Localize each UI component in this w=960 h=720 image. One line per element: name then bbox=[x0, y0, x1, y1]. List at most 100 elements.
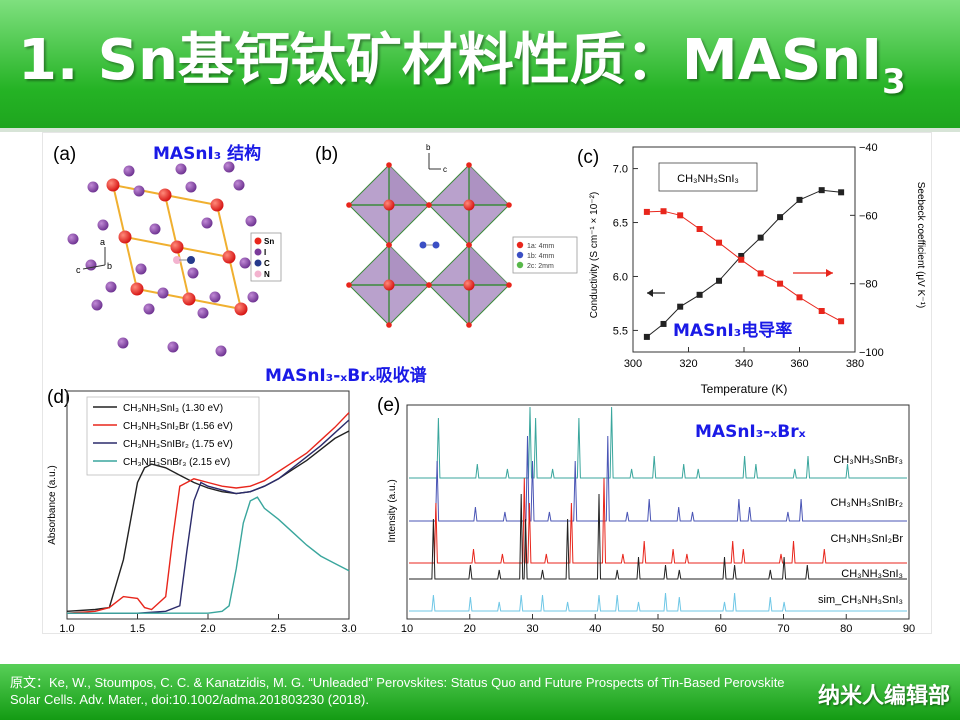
c-data-point bbox=[716, 239, 723, 246]
vertex-atom bbox=[386, 162, 392, 168]
panel-b-label: (b) bbox=[315, 144, 338, 165]
c-xtick-label: 360 bbox=[790, 358, 808, 370]
iodine-atom bbox=[247, 291, 259, 303]
panel-d-absorbance: (d) CH₃NH₃SnI₃ (1.30 eV) CH₃NH₃SnI₂Br (1.… bbox=[47, 387, 357, 633]
panel-c-left-arrowhead bbox=[647, 289, 653, 297]
iodine-atom bbox=[133, 185, 145, 197]
d-legend-label: CH₃NH₃SnI₃ (1.30 eV) bbox=[123, 403, 223, 414]
c-data-point bbox=[818, 187, 825, 194]
sn-center-atom bbox=[463, 279, 475, 291]
panel-e-label: (e) bbox=[377, 395, 400, 416]
panel-c-legend-box bbox=[658, 162, 758, 192]
vertex-atom bbox=[466, 162, 472, 168]
iodine-atom bbox=[87, 181, 99, 193]
panel-d-legend-box bbox=[86, 396, 260, 476]
iodine-atom bbox=[187, 267, 199, 279]
lattice-a bbox=[67, 161, 277, 357]
e-xtick-label: 90 bbox=[903, 623, 915, 633]
figure-svg: (a) a b c Sn I C N MASnI₃ 结构 bbox=[47, 142, 926, 633]
d-xtick-label: 2.5 bbox=[271, 623, 286, 633]
vertex-atom bbox=[506, 202, 512, 208]
d-xtick-label: 1.0 bbox=[59, 623, 74, 633]
d-xtick-label: 2.0 bbox=[200, 623, 215, 633]
c-ytick-label: 6.5 bbox=[613, 218, 628, 230]
d-legend-label: CH₃NH₃SnI₂Br (1.56 eV) bbox=[123, 421, 233, 432]
lattice-bond bbox=[176, 246, 230, 258]
octahedra-b bbox=[346, 162, 512, 328]
ma-carbon bbox=[419, 241, 427, 249]
title-divider bbox=[0, 128, 960, 132]
title-bar: 1. Sn基钙钛矿材料性质：MASnI3 bbox=[0, 0, 960, 128]
c-data-point bbox=[696, 226, 703, 232]
tin-atom bbox=[118, 230, 132, 244]
panel-d-ylabel: Absorbance (a.u.) bbox=[47, 465, 58, 545]
axis-label-b-b: b bbox=[426, 143, 431, 152]
panel-e-series-labels: CH₃NH₃SnBr₃ CH₃NH₃SnIBr₂ CH₃NH₃SnI₂Br CH₃NH… bbox=[818, 454, 903, 606]
iodine-atom bbox=[85, 259, 97, 271]
legend-1b: 1b: 4mm bbox=[527, 253, 554, 260]
lattice-bond bbox=[188, 298, 242, 310]
e-xtick-label: 20 bbox=[464, 623, 476, 633]
iodine-atom bbox=[135, 263, 147, 275]
c-data-point bbox=[660, 208, 667, 215]
iodine-atom bbox=[175, 163, 187, 175]
e-series-label: CH₃NH₃SnI₂Br bbox=[830, 533, 903, 545]
tin-atom bbox=[210, 198, 224, 212]
axis-label-c: c bbox=[76, 265, 81, 275]
d-series-line bbox=[66, 412, 350, 614]
annotation-structure: MASnI₃ 结构 bbox=[153, 143, 261, 164]
axis-label-a: a bbox=[100, 237, 105, 247]
octahedron-face bbox=[389, 165, 429, 205]
axis-triad-a: a b c bbox=[76, 237, 112, 275]
axis-label-b-c: c bbox=[443, 165, 447, 174]
e-series-trace bbox=[409, 592, 907, 612]
c-data-point bbox=[796, 196, 803, 203]
c-ytick-label: 6.0 bbox=[613, 271, 628, 283]
panel-c-x-ticks: 300 320 340 360 380 bbox=[624, 347, 864, 370]
legend-i: I bbox=[264, 248, 266, 257]
d-legend-label: CH₃NH₃SnIBr₂ (1.75 eV) bbox=[123, 439, 233, 450]
slide-title: 1. Sn基钙钛矿材料性质：MASnI3 bbox=[18, 26, 906, 117]
d-xtick-label: 3.0 bbox=[341, 623, 356, 633]
c-data-point bbox=[738, 252, 745, 259]
panel-d-series bbox=[66, 412, 350, 614]
iodine-atom bbox=[143, 303, 155, 315]
panel-d-legend: CH₃NH₃SnI₃ (1.30 eV) CH₃NH₃SnI₂Br (1.56 e… bbox=[93, 403, 233, 468]
lattice-bond bbox=[176, 246, 190, 300]
c-data-point bbox=[777, 214, 784, 221]
brand-text: 纳米人编辑部 bbox=[817, 684, 950, 709]
nitrogen-atom bbox=[173, 256, 181, 264]
c-data-point bbox=[757, 270, 764, 277]
annotation-conductivity: MASnI₃电导率 bbox=[673, 320, 792, 341]
c-data-point bbox=[757, 234, 764, 241]
iodine-atom bbox=[201, 217, 213, 229]
d-series-line bbox=[67, 496, 350, 614]
iodine-atom bbox=[157, 287, 169, 299]
iodine-atom bbox=[245, 215, 257, 227]
c-data-point bbox=[716, 277, 723, 284]
e-series-label: CH₃NH₃SnI₃ bbox=[841, 568, 903, 580]
vertex-atom bbox=[386, 322, 392, 328]
c-data-point bbox=[696, 291, 703, 298]
legend-c: C bbox=[264, 259, 270, 268]
c-series-line-seebeck bbox=[646, 210, 842, 322]
panel-c-y2label: Seebeck coefficient (μV K⁻¹) bbox=[915, 182, 926, 308]
vertex-atom bbox=[346, 202, 352, 208]
annotation-absorption: MASnI₃-ₓBrₓ吸收谱 bbox=[265, 365, 427, 386]
panel-e-frame bbox=[406, 404, 910, 620]
lattice-bond bbox=[228, 256, 242, 310]
legend-sn: Sn bbox=[264, 237, 274, 246]
vertex-atom bbox=[386, 242, 392, 248]
e-xtick-label: 80 bbox=[840, 623, 852, 633]
iodine-atom bbox=[185, 181, 197, 193]
legend-b-box bbox=[512, 236, 578, 274]
c-data-point bbox=[677, 212, 684, 219]
c-data-point bbox=[838, 318, 845, 325]
octahedron-face bbox=[389, 245, 429, 285]
c-y2tick-label: −80 bbox=[859, 279, 878, 291]
c-ytick-label: 5.5 bbox=[613, 325, 628, 337]
axis-triad-b: b c bbox=[426, 143, 447, 174]
panel-c-left-ticks: 5.5 6.0 6.5 7.0 bbox=[613, 164, 638, 337]
lattice-bond bbox=[164, 194, 178, 248]
vertex-atom bbox=[346, 282, 352, 288]
